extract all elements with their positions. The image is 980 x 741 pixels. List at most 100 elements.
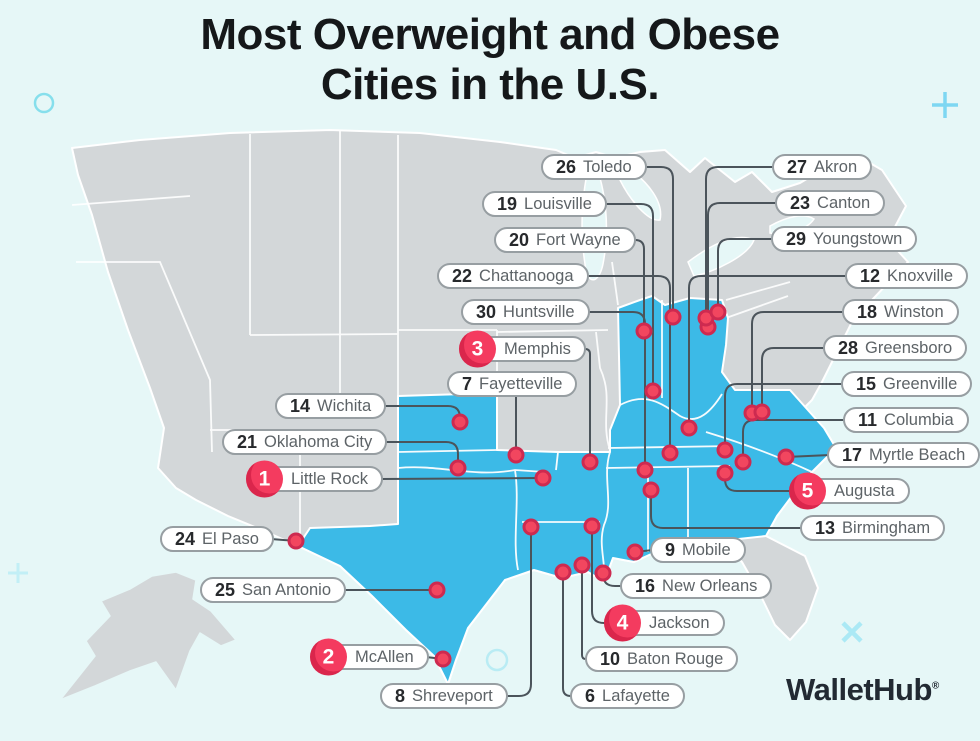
rank-number: 20 bbox=[509, 229, 530, 250]
city-label: 17 Myrtle Beach bbox=[827, 442, 980, 468]
city-name: Akron bbox=[814, 157, 858, 176]
city-name: Jackson bbox=[649, 613, 710, 632]
city-label: 16 New Orleans bbox=[620, 573, 773, 599]
rank-number: 25 bbox=[215, 579, 236, 600]
city-pin bbox=[594, 564, 612, 582]
city-pin bbox=[449, 459, 467, 477]
city-pin bbox=[642, 481, 660, 499]
leader-line bbox=[643, 166, 674, 318]
city-name: Toledo bbox=[583, 157, 632, 176]
city-label: 5 Augusta bbox=[789, 472, 910, 510]
rank-number: 17 bbox=[842, 444, 863, 465]
city-pin bbox=[583, 517, 601, 535]
city-pin bbox=[573, 556, 591, 574]
title-line-1: Most Overweight and Obese bbox=[200, 10, 780, 59]
city-pin bbox=[507, 446, 525, 464]
city-pin bbox=[644, 382, 662, 400]
city-name: El Paso bbox=[202, 529, 259, 548]
city-name: Huntsville bbox=[503, 302, 575, 321]
city-name: Columbia bbox=[884, 410, 954, 429]
leader-line bbox=[562, 571, 574, 697]
leader-line bbox=[650, 489, 804, 529]
city-pin bbox=[534, 469, 552, 487]
logo-text: WalletHub bbox=[786, 672, 932, 707]
city-pin bbox=[777, 448, 795, 466]
city-label: 7 Fayetteville bbox=[447, 371, 578, 397]
rank-number: 10 bbox=[600, 648, 621, 669]
rank-number: 27 bbox=[787, 156, 808, 177]
city-label: 6 Lafayette bbox=[570, 683, 685, 709]
city-name: Canton bbox=[817, 193, 871, 212]
rank-number: 14 bbox=[290, 395, 311, 416]
city-pin bbox=[716, 464, 734, 482]
rank-number: 21 bbox=[237, 431, 258, 452]
cross-decoration-icon bbox=[841, 621, 863, 643]
rank-number: 6 bbox=[585, 685, 596, 706]
rank-badge: 5 bbox=[789, 472, 826, 510]
city-label: 29 Youngstown bbox=[771, 226, 918, 252]
rank-number: 24 bbox=[175, 528, 196, 549]
leader-line bbox=[717, 238, 775, 313]
rank-number: 12 bbox=[860, 265, 881, 286]
city-label: 13 Birmingham bbox=[800, 515, 946, 541]
city-pin bbox=[664, 308, 682, 326]
city-label: 27 Akron bbox=[772, 154, 873, 180]
leader-line bbox=[603, 203, 654, 392]
rank-number: 7 bbox=[462, 373, 473, 394]
leader-line bbox=[705, 166, 776, 319]
leader-line bbox=[751, 311, 846, 414]
city-label: 30 Huntsville bbox=[461, 299, 590, 325]
rank-badge: 1 bbox=[246, 460, 283, 498]
city-name: Youngstown bbox=[813, 229, 903, 248]
city-label: 4 Jackson bbox=[604, 604, 725, 642]
city-pin bbox=[581, 453, 599, 471]
rank-number: 13 bbox=[815, 517, 836, 538]
circle-decoration-icon bbox=[33, 92, 55, 114]
city-label: 3 Memphis bbox=[459, 330, 586, 368]
leader-line bbox=[383, 441, 459, 469]
city-label: 21 Oklahoma City bbox=[222, 429, 388, 455]
city-label: 23 Canton bbox=[775, 190, 886, 216]
city-label: 18 Winston bbox=[842, 299, 959, 325]
city-name: Louisville bbox=[524, 194, 592, 213]
gray-state-borders bbox=[71, 131, 791, 543]
rank-number: 30 bbox=[476, 301, 497, 322]
city-name: Fayetteville bbox=[479, 374, 563, 393]
city-pin bbox=[434, 650, 452, 668]
city-pin bbox=[635, 322, 653, 340]
city-label: 20 Fort Wayne bbox=[494, 227, 636, 253]
leader-line bbox=[591, 525, 621, 624]
registered-mark: ® bbox=[931, 680, 939, 692]
plus-decoration-icon bbox=[932, 92, 958, 118]
city-name: Birmingham bbox=[842, 518, 931, 537]
city-name: Fort Wayne bbox=[536, 230, 621, 249]
city-name: Knoxville bbox=[887, 266, 954, 285]
leader-line bbox=[379, 477, 544, 480]
rank-number: 16 bbox=[635, 575, 656, 596]
city-name: San Antonio bbox=[242, 580, 332, 599]
rank-number: 22 bbox=[452, 265, 473, 286]
city-label: 8 Shreveport bbox=[380, 683, 508, 709]
city-pin bbox=[522, 518, 540, 536]
city-pin bbox=[287, 532, 305, 550]
city-label: 2 McAllen bbox=[310, 638, 429, 676]
city-pin bbox=[451, 413, 469, 431]
rank-number: 9 bbox=[665, 539, 676, 560]
city-pin bbox=[554, 563, 572, 581]
rank-number: 8 bbox=[395, 685, 406, 706]
city-label: 10 Baton Rouge bbox=[585, 646, 739, 672]
city-name: Wichita bbox=[317, 396, 372, 415]
circle-decoration-icon bbox=[485, 648, 509, 672]
city-label: 9 Mobile bbox=[650, 537, 746, 563]
city-label: 19 Louisville bbox=[482, 191, 607, 217]
city-pin bbox=[734, 453, 752, 471]
page-title: Most Overweight and Obese Cities in the … bbox=[0, 10, 980, 110]
city-label: 26 Toledo bbox=[541, 154, 647, 180]
leader-line bbox=[707, 202, 779, 328]
city-label: 25 San Antonio bbox=[200, 577, 347, 603]
rank-badge: 2 bbox=[310, 638, 347, 676]
city-pin bbox=[626, 543, 644, 561]
wallethub-logo: WalletHub® bbox=[786, 672, 939, 708]
city-pin bbox=[428, 581, 446, 599]
leader-line bbox=[585, 275, 671, 454]
